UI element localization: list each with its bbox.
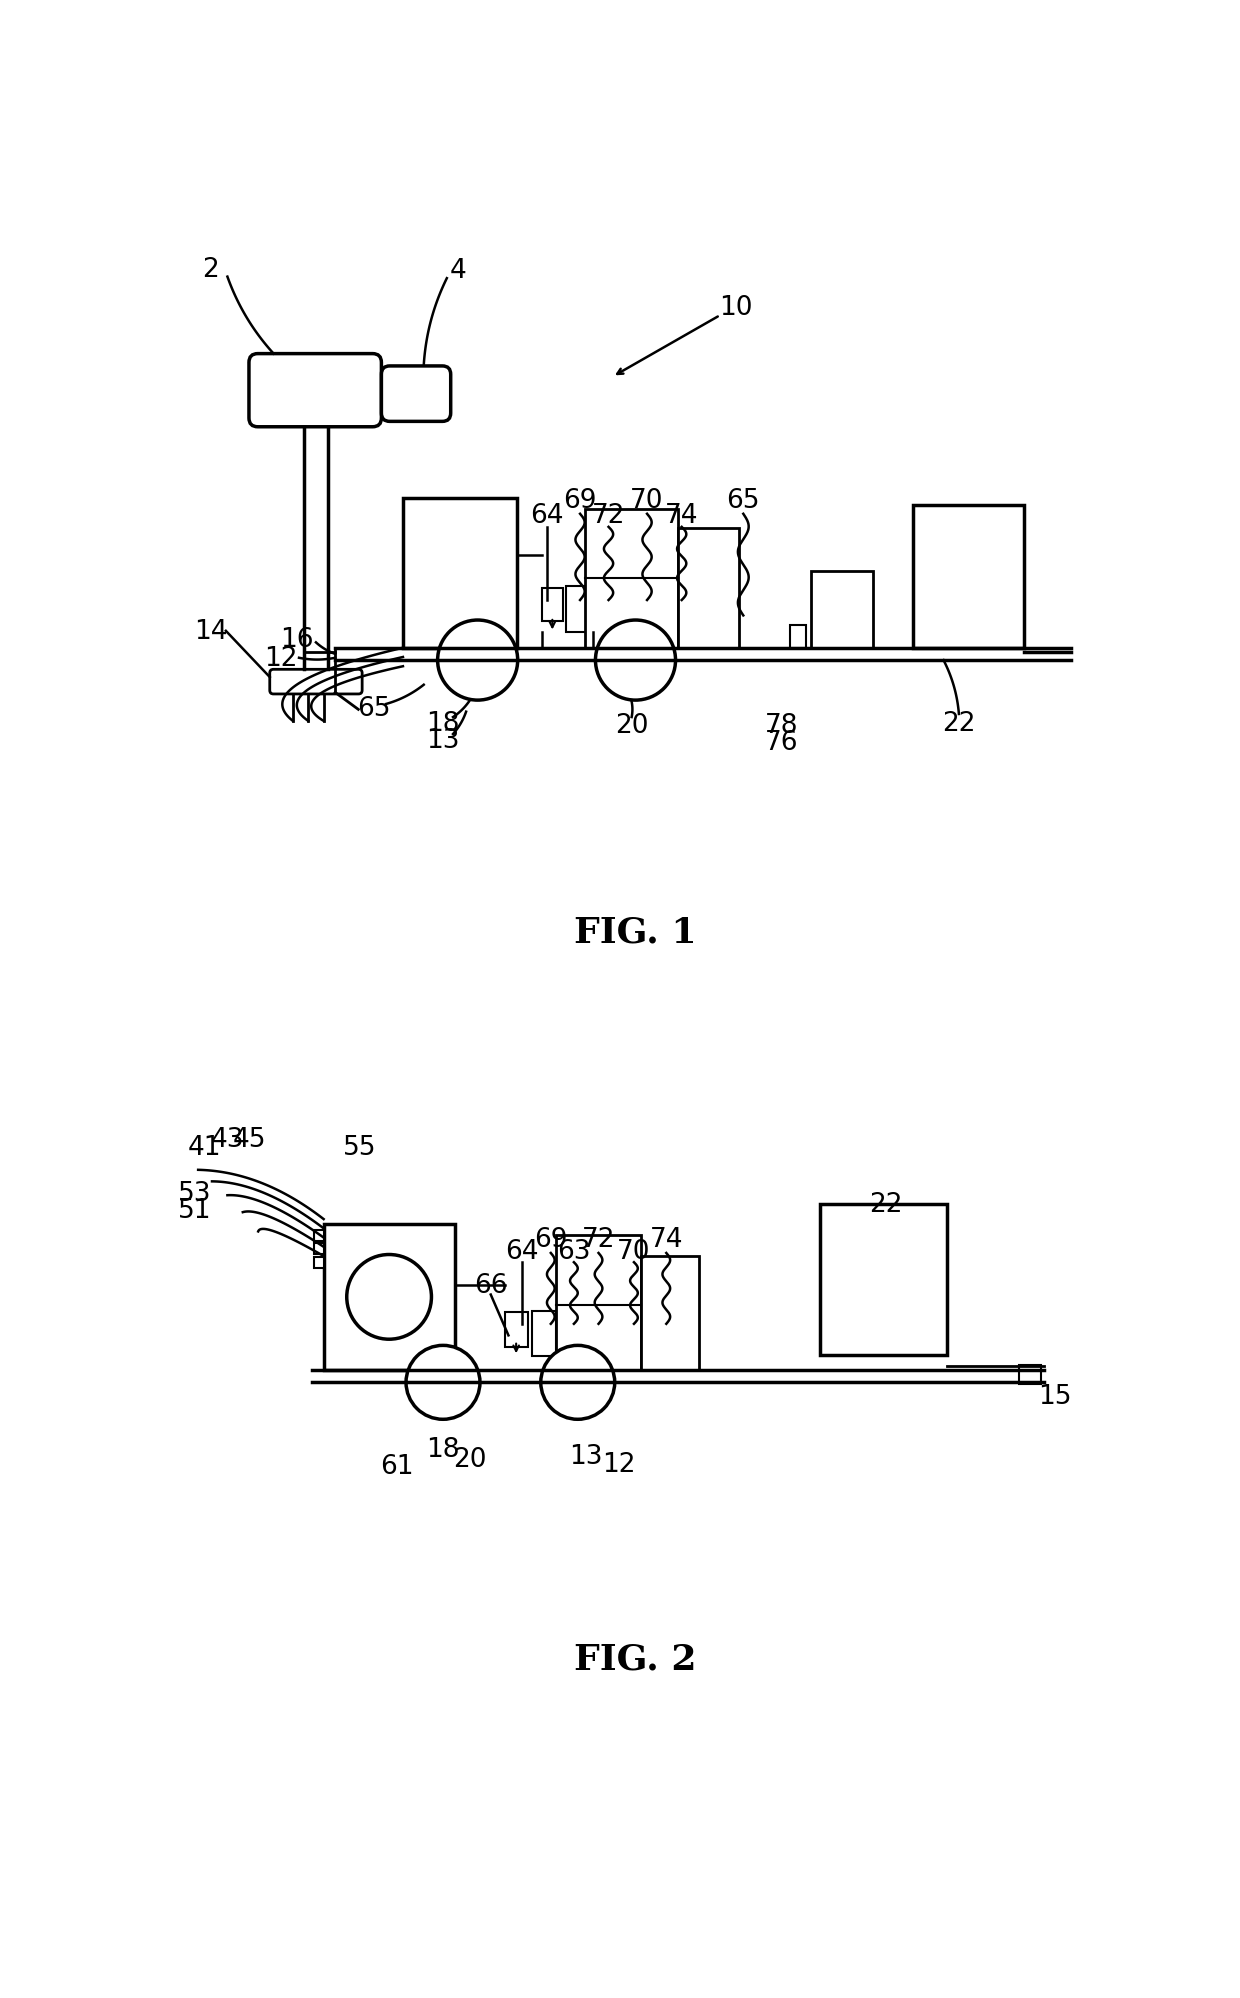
- Circle shape: [405, 1347, 480, 1421]
- Bar: [821, 1205, 947, 1355]
- Text: 76: 76: [765, 729, 799, 755]
- Circle shape: [595, 621, 676, 701]
- Bar: [315, 1257, 324, 1269]
- Bar: [811, 571, 873, 649]
- Text: 69: 69: [563, 488, 596, 513]
- Text: 22: 22: [869, 1193, 903, 1219]
- Text: 72: 72: [591, 503, 625, 529]
- Bar: [315, 1231, 324, 1241]
- Text: 18: 18: [427, 1437, 460, 1463]
- Bar: [678, 529, 739, 649]
- Text: 18: 18: [427, 711, 460, 737]
- FancyBboxPatch shape: [249, 354, 382, 428]
- Text: 64: 64: [531, 503, 564, 529]
- Text: 4: 4: [450, 258, 466, 284]
- Text: 43: 43: [211, 1127, 244, 1153]
- FancyBboxPatch shape: [270, 669, 362, 695]
- Text: 15: 15: [1038, 1383, 1071, 1409]
- Text: 22: 22: [942, 711, 976, 737]
- Text: 63: 63: [557, 1239, 590, 1265]
- Text: 16: 16: [280, 625, 314, 651]
- Text: 53: 53: [179, 1181, 212, 1207]
- Bar: [641, 1257, 698, 1371]
- Text: 41: 41: [187, 1135, 221, 1161]
- Text: 13: 13: [427, 727, 460, 753]
- Bar: [505, 1313, 528, 1347]
- Text: 55: 55: [343, 1135, 377, 1161]
- Text: 69: 69: [534, 1227, 568, 1253]
- Text: 51: 51: [179, 1197, 212, 1223]
- Text: 65: 65: [727, 488, 760, 513]
- Text: 12: 12: [264, 645, 298, 671]
- Bar: [913, 505, 1024, 649]
- Text: 78: 78: [765, 713, 799, 739]
- Text: 13: 13: [569, 1443, 603, 1469]
- Text: 72: 72: [582, 1227, 615, 1253]
- Text: 20: 20: [453, 1447, 486, 1473]
- Text: 20: 20: [615, 713, 649, 739]
- Text: 10: 10: [719, 296, 753, 322]
- Text: 14: 14: [193, 619, 227, 645]
- Text: 74: 74: [650, 1227, 683, 1253]
- Text: FIG. 1: FIG. 1: [574, 915, 697, 949]
- Text: FIG. 2: FIG. 2: [574, 1642, 697, 1676]
- Circle shape: [438, 621, 517, 701]
- Text: 12: 12: [601, 1451, 635, 1477]
- Text: 65: 65: [357, 695, 391, 721]
- Text: 2: 2: [202, 258, 218, 284]
- Bar: [567, 587, 593, 633]
- Circle shape: [347, 1255, 432, 1339]
- Text: 45: 45: [232, 1127, 265, 1153]
- Text: 74: 74: [665, 503, 698, 529]
- Text: 70: 70: [618, 1239, 651, 1265]
- Text: 70: 70: [630, 488, 663, 513]
- Bar: [315, 1243, 324, 1255]
- Text: 66: 66: [474, 1273, 507, 1299]
- Bar: [1019, 1367, 1040, 1385]
- Text: 64: 64: [505, 1239, 538, 1265]
- Circle shape: [541, 1347, 615, 1421]
- Text: 61: 61: [379, 1453, 414, 1481]
- Bar: [403, 498, 517, 649]
- Bar: [532, 1313, 557, 1357]
- Bar: [542, 589, 563, 621]
- Bar: [324, 1225, 455, 1371]
- Bar: [790, 625, 806, 649]
- Bar: [557, 1235, 641, 1371]
- FancyBboxPatch shape: [382, 368, 450, 422]
- Bar: [585, 509, 678, 649]
